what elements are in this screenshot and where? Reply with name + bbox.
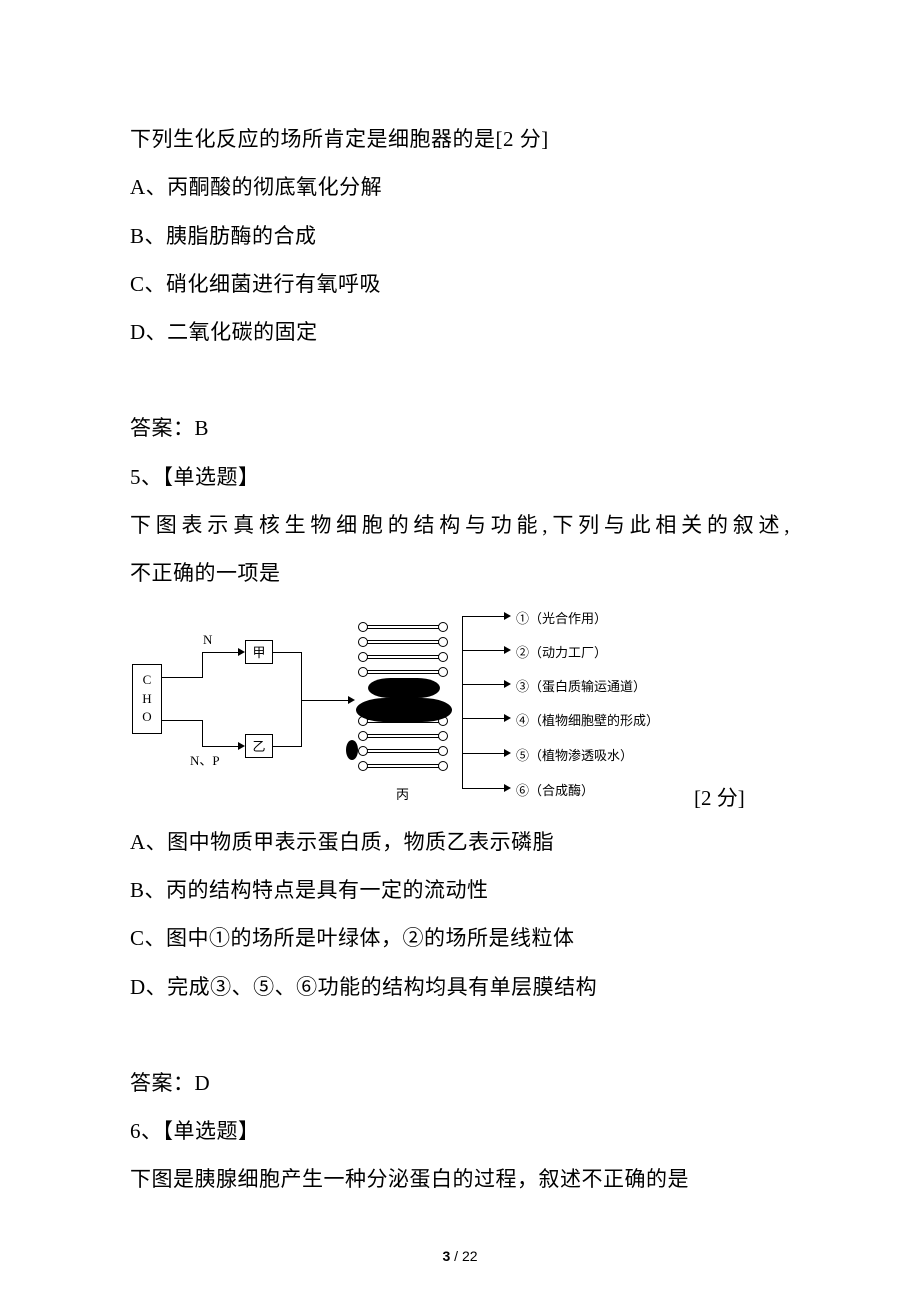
q4-option-a: A、丙酮酸的彻底氧化分解: [130, 163, 790, 211]
page-total: 22: [462, 1248, 478, 1264]
q5-number: 5、【单选题】: [130, 453, 790, 501]
q4-stem: 下列生化反应的场所肯定是细胞器的是[2 分]: [130, 115, 790, 163]
q6-stem: 下图是胰腺细胞产生一种分泌蛋白的过程，叙述不正确的是: [130, 1155, 790, 1203]
out-arrow-3: [504, 680, 511, 688]
out-arrow-1: [504, 612, 511, 620]
line-cho-bot-h2: [202, 746, 238, 747]
arrow-to-bing: [348, 696, 355, 704]
out-line-5: [462, 753, 504, 754]
line-cho-top-h: [162, 677, 202, 678]
q4-option-c: C、硝化细菌进行有氧呼吸: [130, 260, 790, 308]
bing-label: 丙: [396, 784, 409, 803]
arrow-to-jia: [238, 648, 245, 656]
line-cho-top-h2: [202, 652, 238, 653]
out-label-5: ⑤（植物渗透吸水）: [516, 745, 633, 764]
q4-option-d: D、二氧化碳的固定: [130, 308, 790, 356]
out-arrow-4: [504, 714, 511, 722]
out-line-1: [462, 616, 504, 617]
jia-label: 甲: [252, 642, 265, 661]
label-n: N: [203, 632, 212, 648]
q5-score: [2 分]: [694, 782, 745, 818]
q5-stem-line1: 下图表示真核生物细胞的结构与功能,下列与此相关的叙述,: [130, 501, 790, 549]
line-yi-up: [301, 700, 302, 747]
page-footer: 3 / 22: [0, 1248, 920, 1264]
q5-stem-line2: 不正确的一项是: [130, 549, 790, 597]
cho-o: O: [142, 708, 151, 726]
page: 下列生化反应的场所肯定是细胞器的是[2 分] A、丙酮酸的彻底氧化分解 B、胰脂…: [0, 0, 920, 1302]
page-sep: /: [450, 1248, 462, 1264]
out-label-1: ①（光合作用）: [516, 608, 607, 627]
q5-answer: 答案：D: [130, 1059, 790, 1107]
out-label-3: ③（蛋白质输运通道）: [516, 676, 646, 695]
q5-option-a: A、图中物质甲表示蛋白质，物质乙表示磷脂: [130, 818, 790, 866]
line-cho-top-v: [202, 652, 203, 678]
yi-box: 乙: [245, 734, 273, 758]
q6-number: 6、【单选题】: [130, 1107, 790, 1155]
q5-option-d: D、完成③、⑤、⑥功能的结构均具有单层膜结构: [130, 963, 790, 1011]
arrow-to-yi: [238, 742, 245, 750]
out-arrow-2: [504, 646, 511, 654]
blob-side: [346, 740, 358, 760]
out-label-6: ⑥（合成酶）: [516, 780, 594, 799]
line-yi-out: [273, 746, 301, 747]
out-label-4: ④（植物细胞壁的形成）: [516, 710, 659, 729]
q4-answer: 答案：B: [130, 404, 790, 452]
spacer-2: [130, 1011, 790, 1059]
out-line-6: [462, 788, 504, 789]
line-jia-out: [273, 652, 301, 653]
blob-upper: [368, 678, 440, 698]
line-cho-bot-h: [162, 720, 202, 721]
cho-box: C H O: [132, 664, 162, 734]
out-line-4: [462, 718, 504, 719]
q5-option-c: C、图中①的场所是叶绿体，②的场所是线粒体: [130, 914, 790, 962]
line-cho-bot-v: [202, 720, 203, 746]
blob-lower: [356, 698, 452, 722]
line-jia-down: [301, 652, 302, 700]
q4-stem-text: 下列生化反应的场所肯定是细胞器的是: [130, 127, 496, 151]
out-arrow-6: [504, 784, 511, 792]
out-line-2: [462, 650, 504, 651]
spacer: [130, 356, 790, 404]
yi-label: 乙: [252, 736, 265, 755]
out-line-3: [462, 684, 504, 685]
bracket-vert: [462, 616, 463, 788]
q5-option-b: B、丙的结构特点是具有一定的流动性: [130, 866, 790, 914]
line-to-bing: [301, 700, 348, 701]
out-arrow-5: [504, 749, 511, 757]
cho-c: C: [143, 671, 152, 689]
jia-box: 甲: [245, 640, 273, 664]
label-np: N、P: [190, 750, 220, 769]
q5-diagram: C H O N N、P 甲 乙: [130, 602, 686, 812]
out-label-2: ②（动力工厂）: [516, 642, 607, 661]
q4-score: [2 分]: [496, 127, 549, 151]
q4-option-b: B、胰脂肪酶的合成: [130, 212, 790, 260]
cho-h: H: [142, 690, 151, 708]
